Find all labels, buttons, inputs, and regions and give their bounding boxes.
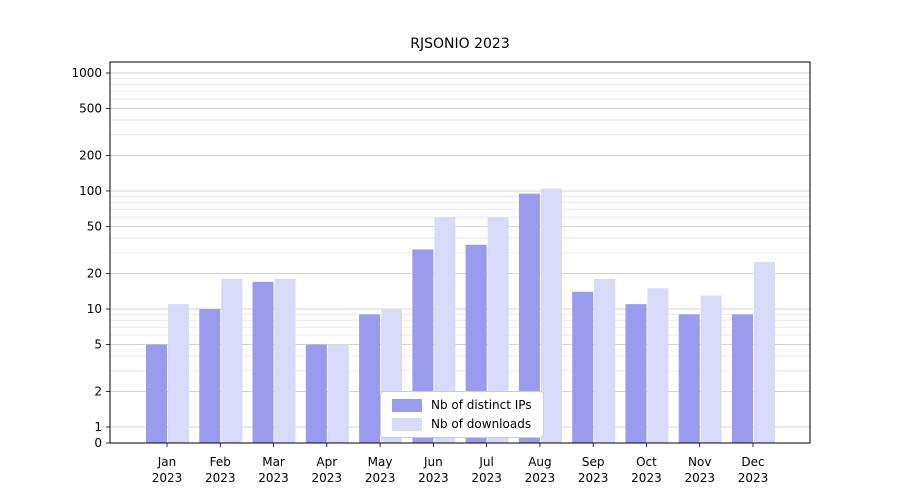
x-tick-label-month: Apr bbox=[316, 455, 337, 469]
bar-downloads bbox=[221, 278, 243, 443]
bar-distinct-ips bbox=[678, 314, 700, 443]
x-tick-label-month: May bbox=[368, 455, 393, 469]
x-tick-label-year: 2023 bbox=[471, 471, 502, 485]
x-tick-label-year: 2023 bbox=[631, 471, 662, 485]
x-tick-label-year: 2023 bbox=[312, 471, 343, 485]
y-tick-label: 100 bbox=[79, 184, 102, 198]
bar-distinct-ips bbox=[625, 304, 647, 443]
x-tick-label-month: Dec bbox=[741, 455, 764, 469]
y-tick-label: 5 bbox=[94, 338, 102, 352]
x-tick-label-year: 2023 bbox=[258, 471, 289, 485]
bar-distinct-ips bbox=[146, 344, 167, 443]
y-tick-label: 50 bbox=[87, 220, 102, 234]
bar-distinct-ips bbox=[199, 309, 221, 443]
legend-item-distinct-ips: Nb of distinct IPs bbox=[392, 398, 532, 412]
bar-downloads bbox=[434, 217, 456, 443]
chart-title: RJSONIO 2023 bbox=[410, 36, 510, 52]
x-tick-label-month: Feb bbox=[210, 455, 231, 469]
x-tick-label-month: Jul bbox=[478, 455, 493, 469]
legend-label-downloads: Nb of downloads bbox=[431, 417, 532, 431]
bar-downloads bbox=[754, 262, 775, 443]
bar-downloads bbox=[647, 288, 669, 443]
bar-distinct-ips bbox=[252, 281, 274, 443]
y-tick-label: 1 bbox=[94, 420, 102, 434]
x-tick-label-year: 2023 bbox=[205, 471, 236, 485]
legend: Nb of distinct IPs Nb of downloads bbox=[380, 391, 544, 438]
bar-downloads bbox=[487, 217, 509, 443]
y-tick-label: 200 bbox=[79, 148, 102, 162]
bar-distinct-ips bbox=[518, 193, 540, 443]
bar-downloads bbox=[274, 278, 296, 443]
legend-item-downloads: Nb of downloads bbox=[392, 417, 532, 431]
x-tick-label-year: 2023 bbox=[738, 471, 769, 485]
y-tick-label: 10 bbox=[87, 302, 102, 316]
x-tick-label-month: Oct bbox=[636, 455, 657, 469]
x-tick-label-year: 2023 bbox=[578, 471, 609, 485]
x-tick-label-year: 2023 bbox=[365, 471, 396, 485]
x-tick-label-month: Sep bbox=[582, 455, 605, 469]
plot-border bbox=[109, 61, 811, 444]
x-tick-label-month: Jun bbox=[423, 455, 443, 469]
legend-label-distinct-ips: Nb of distinct IPs bbox=[431, 398, 532, 412]
y-tick-label: 2 bbox=[94, 384, 102, 398]
bar-downloads bbox=[700, 295, 722, 443]
bar-distinct-ips bbox=[305, 344, 327, 443]
x-tick-label-month: Mar bbox=[262, 455, 285, 469]
x-tick-label-year: 2023 bbox=[684, 471, 715, 485]
y-tick-label: 0 bbox=[94, 436, 102, 450]
bar-downloads bbox=[168, 304, 189, 443]
bar-distinct-ips bbox=[359, 314, 381, 443]
bar-distinct-ips bbox=[572, 291, 594, 443]
x-tick-label-month: Nov bbox=[688, 455, 711, 469]
x-tick-label-month: Aug bbox=[528, 455, 551, 469]
x-tick-label-year: 2023 bbox=[152, 471, 183, 485]
x-tick-label-year: 2023 bbox=[418, 471, 449, 485]
bar-downloads bbox=[327, 344, 349, 443]
y-tick-label: 20 bbox=[87, 266, 102, 280]
legend-swatch-distinct-ips-icon bbox=[392, 398, 422, 412]
y-tick-label: 1000 bbox=[71, 66, 102, 80]
legend-swatch-downloads-icon bbox=[392, 417, 422, 431]
bar-downloads bbox=[594, 278, 616, 443]
bar-distinct-ips bbox=[732, 314, 753, 443]
bar-downloads bbox=[540, 188, 562, 443]
y-tick-label: 500 bbox=[79, 102, 102, 116]
x-tick-label-year: 2023 bbox=[525, 471, 556, 485]
x-tick-label-month: Jan bbox=[157, 455, 177, 469]
